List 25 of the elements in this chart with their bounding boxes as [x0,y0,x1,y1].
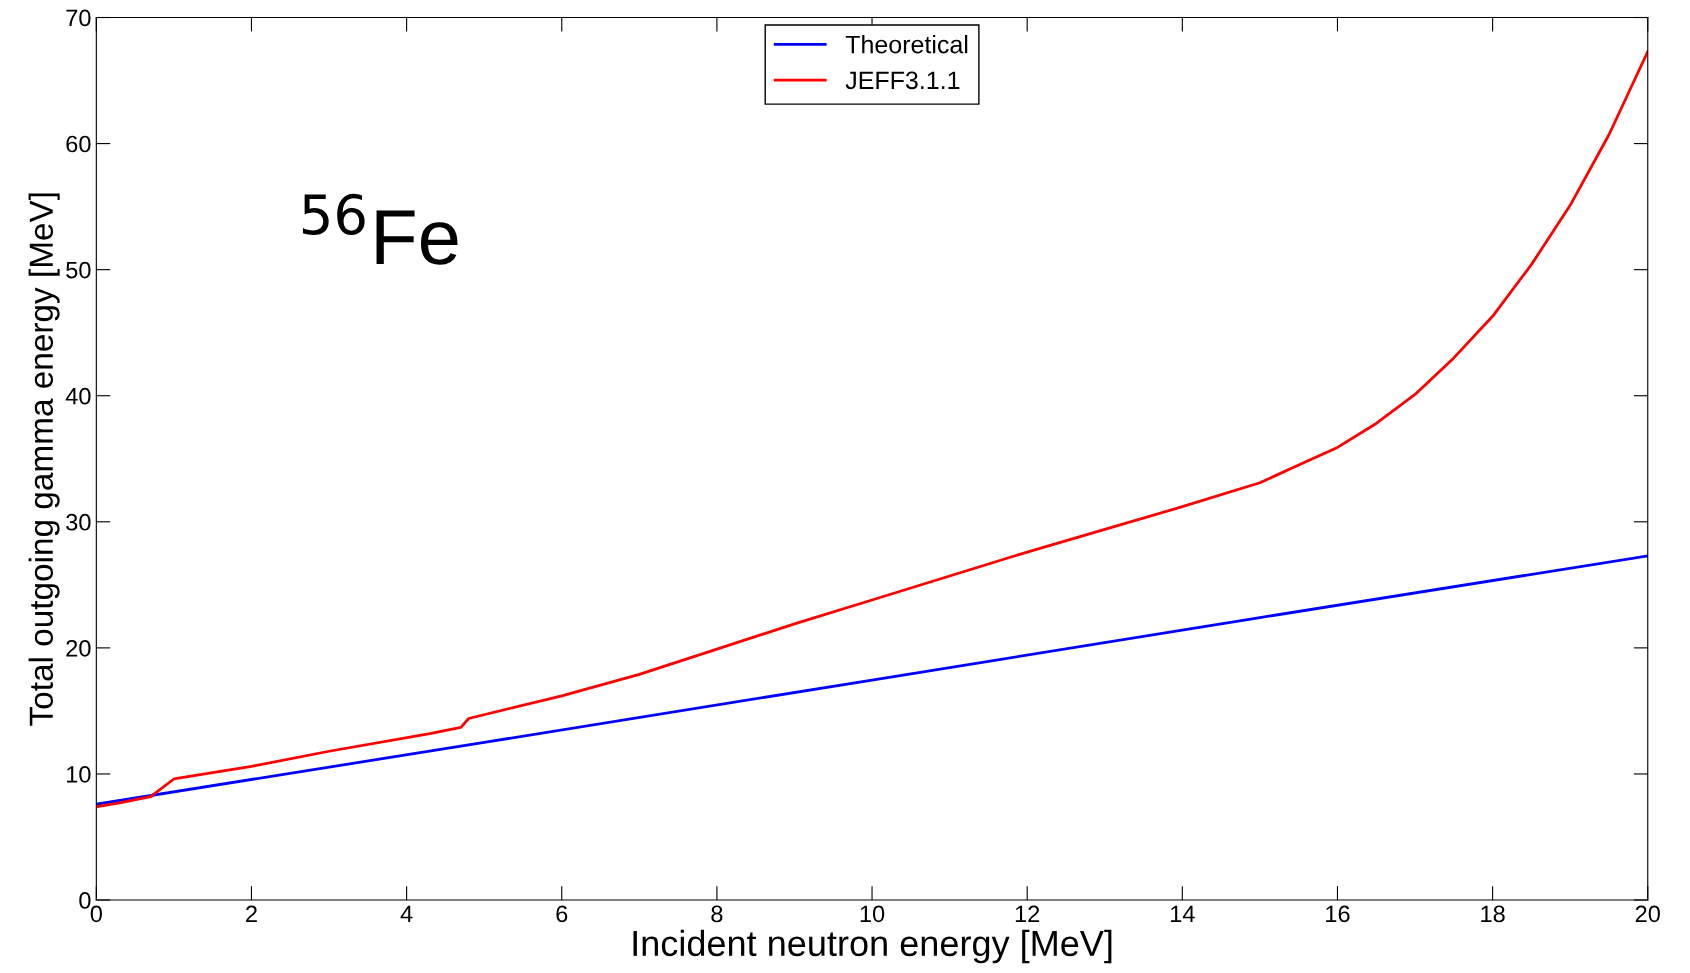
y-tick-label: 20 [66,639,91,657]
y-tick-label: 60 [66,135,91,153]
legend-label: JEFF3.1.1 [845,71,960,90]
y-tick-label: 50 [66,261,91,279]
legend-label: Theoretical [845,35,968,54]
x-axis-title: Incident neutron energy [MeV] [633,929,1112,964]
y-axis-title: Total outgoing gamma energy [MeV] [28,193,60,726]
x-tick-label: 18 [1481,905,1505,923]
x-tick-label: 14 [1170,905,1195,922]
x-tick-label: 2 [246,905,257,922]
x-tick-label: 20 [1635,905,1660,923]
x-tick-label: 8 [711,905,723,923]
x-tick-label: 16 [1326,905,1350,923]
y-tick-label: 10 [67,766,91,783]
x-tick-label: 4 [400,905,413,922]
annotation: $^{56}$Fe [302,193,458,265]
y-tick-label: 0 [79,892,91,909]
line-series [96,554,1648,806]
x-tick-label: 10 [860,905,885,923]
y-tick-label: 30 [66,513,91,531]
x-tick-label: 6 [556,905,568,923]
x-tick-label: 0 [90,905,102,923]
y-tick-label: 40 [65,387,91,405]
y-tick-label: 70 [66,9,91,27]
x-tick-label: 12 [1015,905,1040,922]
